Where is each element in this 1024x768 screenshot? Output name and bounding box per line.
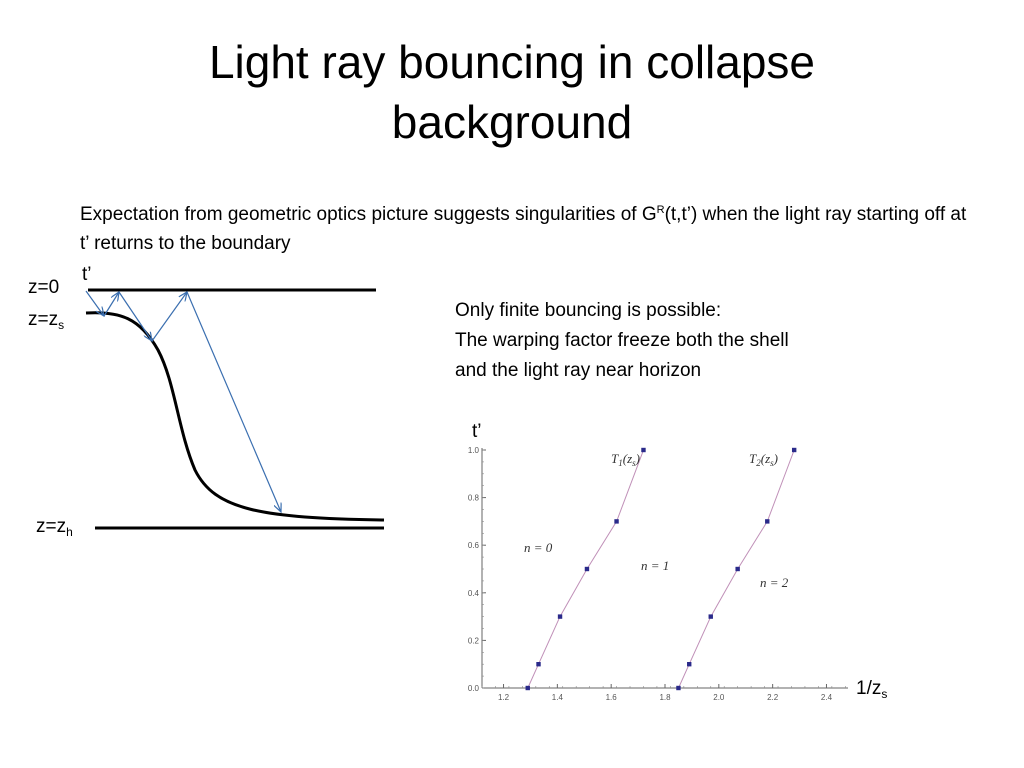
- plot-x-axis-label-sub: s: [881, 687, 888, 701]
- y-tick-label: 1.0: [468, 446, 480, 455]
- zs-label: z=zs: [28, 309, 64, 336]
- ray-segment-1: [85, 290, 104, 316]
- curve-label-T2: T2(zs): [749, 451, 778, 468]
- title-line-1: Light ray bouncing in collapse: [208, 36, 816, 88]
- region-label-n0: n = 0: [524, 540, 553, 555]
- curve-label-T1: T1(zs): [611, 451, 640, 468]
- ray-segment-3: [118, 291, 152, 341]
- intro-superscript: R: [656, 204, 665, 216]
- ray-segment-4: [151, 292, 187, 342]
- note-line-3: and the light ray near horizon: [455, 360, 702, 381]
- z0-label: z=0: [28, 277, 60, 298]
- y-tick-label: 0.4: [468, 589, 480, 598]
- note-line-2: The warping factor freeze both the shell: [455, 330, 789, 351]
- data-point: [557, 614, 563, 619]
- y-tick-label: 0.6: [468, 541, 480, 550]
- data-point: [791, 447, 797, 453]
- x-tick-label: 1.6: [606, 693, 618, 702]
- data-point: [708, 614, 713, 619]
- data-point: [687, 662, 692, 667]
- data-point: [765, 519, 770, 524]
- data-point: [735, 566, 740, 572]
- x-tick-label: 2.0: [713, 693, 725, 702]
- x-tick-label: 2.4: [821, 693, 833, 702]
- plot-x-axis-label: 1/zs: [856, 678, 887, 705]
- x-tick-label: 1.4: [552, 693, 564, 702]
- ray-segment-2: [103, 292, 119, 317]
- x-tick-label: 1.8: [659, 693, 671, 702]
- intro-pre: Expectation from geometric optics pictur…: [80, 204, 657, 225]
- data-point: [525, 685, 530, 691]
- data-point: [676, 685, 681, 691]
- bounce-note: Only finite bouncing is possible: The wa…: [455, 296, 915, 386]
- zh-label-main: z=z: [36, 516, 67, 537]
- data-point: [536, 662, 541, 667]
- zh-label: z=zh: [36, 516, 73, 543]
- data-point: [641, 447, 646, 453]
- light-ray-path: [85, 290, 281, 512]
- plot-y-axis-label: t’: [472, 421, 482, 442]
- plot-x-axis-label-main: 1/z: [856, 678, 882, 699]
- slide-title: Light ray bouncing in collapse backgroun…: [0, 32, 1024, 152]
- zh-label-sub: h: [66, 525, 73, 539]
- series-line-2: [678, 449, 795, 689]
- intro-text: Expectation from geometric optics pictur…: [80, 196, 980, 258]
- diagram-t-prime-label: t’: [82, 264, 92, 285]
- zs-label-sub: s: [58, 318, 65, 332]
- x-tick-label: 1.2: [498, 693, 510, 702]
- data-point: [584, 566, 590, 572]
- region-label-n1: n = 1: [641, 558, 669, 573]
- y-tick-label: 0.2: [468, 636, 480, 645]
- intro-post: (t,t’) when the light ray starting off a…: [80, 204, 967, 254]
- data-point: [614, 519, 619, 524]
- series-line-1: [527, 449, 644, 689]
- region-label-n2: n = 2: [760, 575, 789, 590]
- y-tick-label: 0.8: [468, 494, 480, 503]
- zs-label-main: z=z: [28, 309, 59, 330]
- title-line-2: background: [391, 96, 633, 148]
- ray-segment-5: [186, 291, 281, 512]
- note-line-1: Only finite bouncing is possible:: [455, 300, 722, 321]
- x-tick-label: 2.2: [767, 693, 779, 702]
- y-tick-label: 0.0: [468, 684, 480, 693]
- shell-curve: [85, 311, 385, 522]
